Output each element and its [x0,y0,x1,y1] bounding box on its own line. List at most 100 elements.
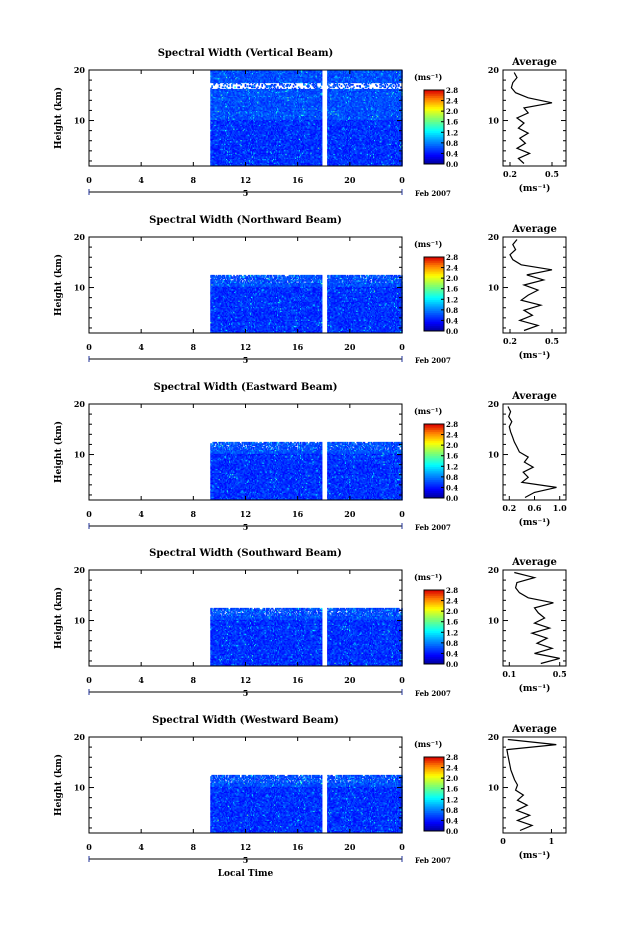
heatmap-cell [351,155,353,158]
heatmap-cell [235,157,237,159]
heatmap-cell [298,157,301,159]
heatmap-cell [363,155,366,158]
heatmap-cell [344,163,347,166]
heatmap-cell [283,158,285,161]
heatmap-cell [331,162,333,164]
heatmap-cell [380,159,382,162]
heatmap-cell [392,160,395,163]
heatmap-cell [318,162,321,164]
heatmap-cell [268,155,271,158]
heatmap-cell [358,162,360,164]
heatmap-cell [368,157,371,159]
heatmap-cell [367,159,370,162]
heatmap-cell [372,158,374,161]
heatmap-cell [364,160,367,163]
heatmap-cell [232,157,234,159]
heatmap-cell [218,157,221,159]
heatmap-cell [394,159,397,162]
heatmap-cell [315,158,318,161]
heatmap-cell [233,160,235,163]
heatmap-cell [338,155,341,158]
heatmap-cell [264,162,267,164]
heatmap-cell [364,158,367,161]
heatmap-cell [383,157,386,159]
heatmap-cell [315,157,318,159]
heatmap-cell [333,163,335,166]
heatmap-cell [397,163,399,166]
heatmap-cell [212,162,214,164]
heatmap-cell [366,159,369,162]
heatmap-cell [375,159,377,162]
heatmap-cell [267,163,270,166]
heatmap-cell [370,159,373,162]
heatmap-cell [276,157,278,159]
heatmap-cell [246,158,249,161]
heatmap-cell [266,155,269,158]
heatmap-cell [243,157,246,159]
heatmap-cell [357,157,359,159]
heatmap-cell [285,155,287,158]
heatmap-cell [221,157,224,159]
heatmap-cell [271,155,274,158]
heatmap-cell [317,159,320,162]
heatmap-cell [236,158,238,161]
heatmap-cell [261,155,263,158]
heatmap-cell [390,163,393,166]
heatmap-cell [330,155,332,158]
heatmap-cell [370,157,373,159]
heatmap-cell [289,159,292,162]
heatmap-cell [363,157,366,159]
heatmap-cell [360,157,363,159]
heatmap-cell [339,157,342,159]
heatmap-cell [362,159,365,162]
heatmap-cell [211,157,213,159]
heatmap-cell [214,158,216,161]
heatmap-cell [281,160,283,163]
heatmap-cell [253,158,255,161]
heatmap-cell [369,159,372,162]
heatmap-cell [355,162,357,164]
heatmap-cell [249,160,252,163]
heatmap-cell [329,155,331,158]
heatmap-cell [301,155,303,158]
heatmap-cell [285,157,287,159]
heatmap-cell [297,157,300,159]
heatmap-cell [295,159,298,162]
heatmap-cell [306,159,308,162]
heatmap-cell [350,160,352,163]
heatmap-cell [327,155,329,158]
heatmap-cell [376,158,378,161]
heatmap-cell [230,162,232,164]
heatmap-cell [344,160,347,163]
heatmap-cell [389,160,392,163]
heatmap-cell [352,159,354,162]
heatmap-cell [327,158,329,161]
heatmap-cell [287,160,290,163]
heatmap-cell [259,160,261,163]
heatmap-cell [332,155,334,158]
heatmap-cell [254,160,256,163]
heatmap-cell [396,159,398,162]
heatmap-cell [212,157,214,159]
heatmap-cell [337,155,340,158]
heatmap-cell [240,160,243,163]
heatmap-cell [297,155,300,158]
heatmap-cell [333,157,335,159]
heatmap-cell [360,159,363,162]
heatmap-cell [392,162,395,164]
heatmap-cell [236,163,238,166]
heatmap-cell [311,155,314,158]
heatmap-cell [243,160,246,163]
heatmap-cell [292,160,295,163]
heatmap-cell [293,160,296,163]
heatmap-cell [248,160,251,163]
heatmap-cell [381,159,383,162]
heatmap-cell [289,157,292,159]
heatmap-cell [383,160,386,163]
heatmap-cell [265,159,268,162]
heatmap-cell [210,155,212,158]
heatmap-cell [280,157,282,159]
heatmap-cell [272,157,275,159]
heatmap-cell [253,160,255,163]
heatmap-cell [228,157,230,159]
